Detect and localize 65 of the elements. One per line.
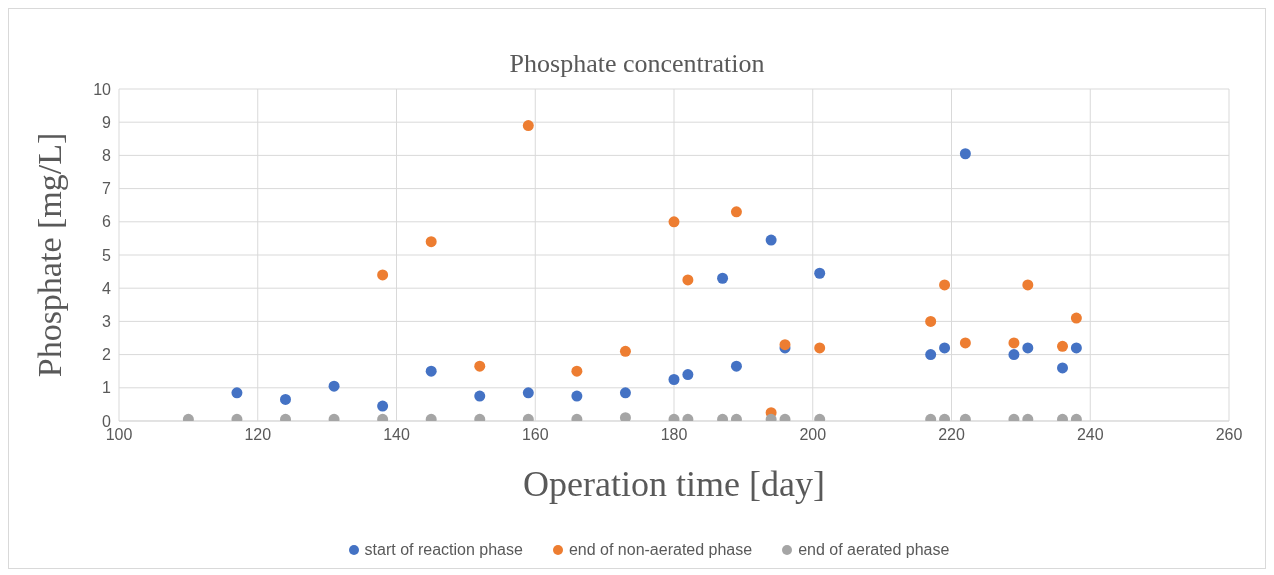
point xyxy=(765,234,777,246)
y-tick-label: 8 xyxy=(102,147,112,165)
point xyxy=(1022,279,1034,291)
point xyxy=(425,236,437,248)
point xyxy=(959,148,971,160)
point xyxy=(474,390,486,402)
point xyxy=(939,279,951,291)
point xyxy=(668,374,680,385)
y-tick-label: 9 xyxy=(102,113,112,131)
point xyxy=(730,206,742,218)
point xyxy=(682,274,694,286)
point xyxy=(668,216,680,228)
x-tick-label: 260 xyxy=(1215,426,1243,444)
point xyxy=(619,387,631,399)
point xyxy=(619,345,631,357)
x-tick-label: 140 xyxy=(383,426,410,444)
point xyxy=(717,272,729,284)
point xyxy=(377,400,389,412)
y-tick-label: 6 xyxy=(102,213,112,231)
point xyxy=(1070,312,1082,324)
y-tick-label: 7 xyxy=(102,180,112,198)
x-tick-label: 240 xyxy=(1076,426,1104,444)
x-tick-label: 160 xyxy=(521,426,549,444)
point xyxy=(280,393,291,405)
y-tick-label: 1 xyxy=(102,379,112,397)
point xyxy=(939,342,951,354)
point xyxy=(814,342,826,354)
x-tick-label: 180 xyxy=(660,426,688,444)
x-tick-label: 100 xyxy=(105,426,133,444)
point xyxy=(522,387,534,399)
legend-label: start of reaction phase xyxy=(363,541,523,559)
x-tick-label: 200 xyxy=(799,426,827,444)
point xyxy=(425,365,437,377)
point xyxy=(682,369,694,381)
legend-label: end of non-aerated phase xyxy=(567,541,753,559)
x-tick-label: 120 xyxy=(244,426,272,444)
point xyxy=(377,269,389,281)
y-tick-label: 5 xyxy=(102,246,112,264)
point xyxy=(959,337,971,349)
y-tick-label: 2 xyxy=(102,346,112,364)
point xyxy=(522,120,534,132)
point xyxy=(571,365,583,377)
point xyxy=(814,267,826,279)
y-tick-label: 4 xyxy=(102,279,112,297)
point xyxy=(1057,362,1068,374)
point xyxy=(231,387,243,399)
y-tick-label: 10 xyxy=(93,80,112,98)
point xyxy=(1008,337,1020,349)
chart-title: Phosphate concentration xyxy=(508,49,766,79)
x-tick-label: 220 xyxy=(938,426,965,444)
point xyxy=(328,380,340,392)
x-axis-title: Operation time [day] xyxy=(523,464,825,504)
point xyxy=(1057,340,1068,352)
point xyxy=(1070,342,1082,354)
point xyxy=(925,349,937,361)
point xyxy=(1022,342,1034,354)
point xyxy=(730,360,742,372)
point xyxy=(571,390,583,402)
y-axis-title: Phosphate [mg/L] xyxy=(31,132,69,378)
y-tick-label: 3 xyxy=(102,313,112,331)
point xyxy=(619,412,631,421)
legend-label: end of aerated phase xyxy=(797,541,950,559)
point xyxy=(1008,349,1020,361)
point xyxy=(474,360,486,372)
point xyxy=(925,315,937,327)
